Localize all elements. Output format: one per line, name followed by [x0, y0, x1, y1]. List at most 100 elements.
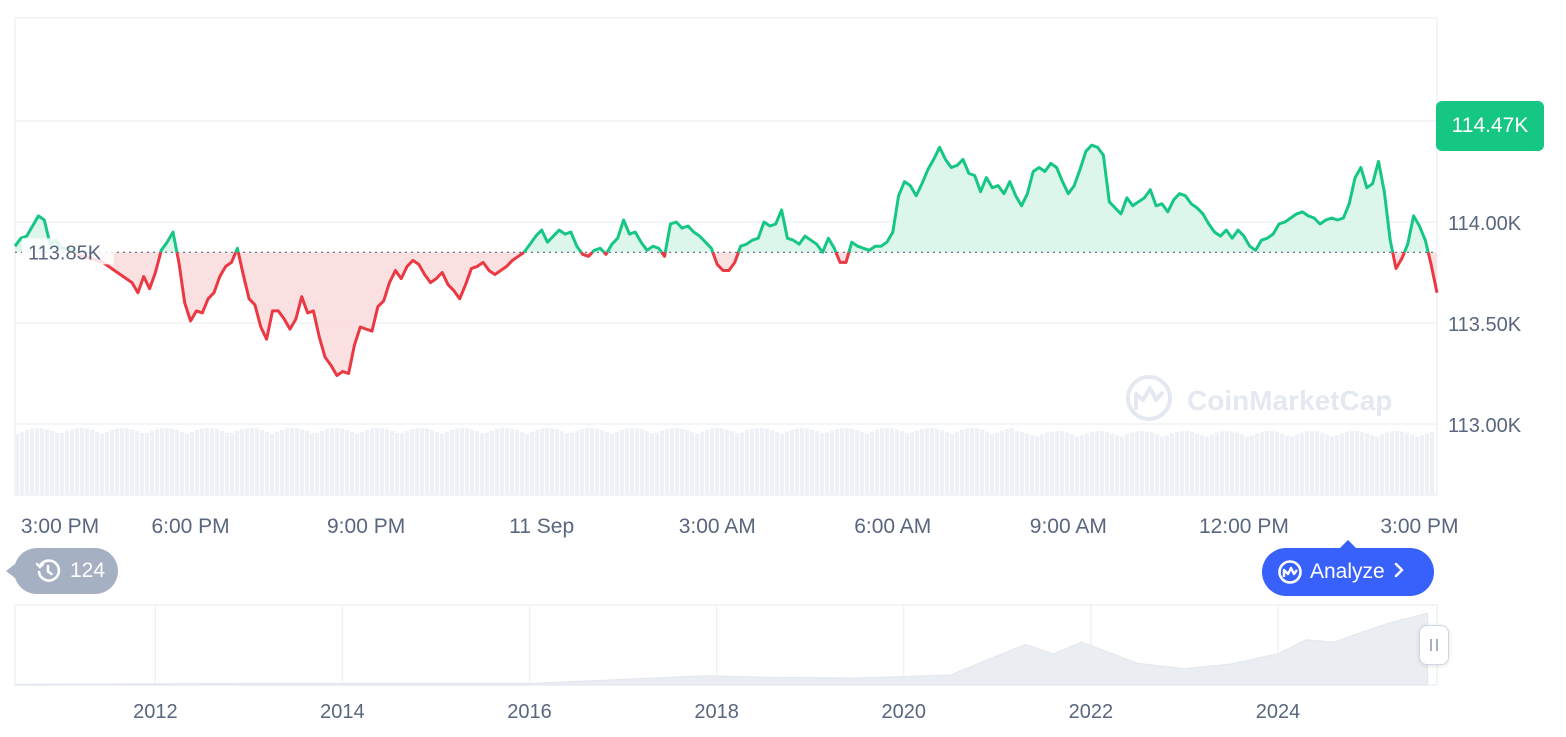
volume-bar: [250, 428, 255, 495]
volume-bar: [565, 433, 570, 495]
volume-bar: [1030, 435, 1035, 495]
volume-bar: [1350, 431, 1355, 495]
volume-bar: [1025, 433, 1030, 495]
volume-bar: [545, 428, 550, 495]
price-line: [13, 143, 1439, 377]
volume-bar: [470, 429, 475, 495]
volume-bar: [465, 428, 470, 495]
volume-bar: [1285, 435, 1290, 495]
volume-bar: [140, 432, 145, 495]
volume-bar: [385, 429, 390, 495]
volume-bar: [910, 432, 915, 495]
volume-bar: [365, 429, 370, 495]
volume-bar: [80, 428, 85, 495]
volume-bar: [110, 429, 115, 495]
volume-bar: [690, 432, 695, 495]
volume-bar: [1240, 434, 1245, 495]
volume-bar: [395, 433, 400, 495]
x-axis-labels: 3:00 PM 6:00 PM 9:00 PM 11 Sep 3:00 AM 6:00 A…: [21, 515, 1459, 538]
volume-bar: [550, 428, 555, 495]
volume-bar: [1250, 435, 1255, 495]
volume-bar: [1090, 431, 1095, 495]
volume-bar: [980, 429, 985, 495]
volume-bar: [715, 428, 720, 495]
area-fill-up: [607, 220, 662, 253]
volume-bar: [855, 430, 860, 495]
volume-bar: [675, 428, 680, 495]
volume-bar: [155, 429, 160, 495]
volume-bar: [1010, 428, 1015, 495]
volume-bar: [45, 429, 50, 495]
navigator-x-label: 2022: [1069, 701, 1114, 723]
volume-bar: [645, 431, 650, 495]
current-price-tag: 114.47K: [1436, 101, 1544, 151]
analyze-button[interactable]: Analyze: [1262, 540, 1434, 596]
price-line-down: [1426, 251, 1439, 294]
volume-bar: [930, 428, 935, 495]
volume-bar: [205, 428, 210, 495]
price-line-up: [591, 246, 606, 254]
volume-bar: [1225, 431, 1230, 495]
volume-bar: [515, 430, 520, 495]
volume-bar: [490, 430, 495, 495]
volume-bar: [685, 430, 690, 495]
area-fill-up: [524, 230, 582, 253]
volume-bar: [125, 428, 130, 495]
volume-bar: [1190, 431, 1195, 495]
volume-bar: [1260, 431, 1265, 495]
volume-bar: [1185, 431, 1190, 495]
volume-bar: [1265, 431, 1270, 495]
volume-bar: [535, 429, 540, 495]
price-line-down: [1391, 251, 1406, 270]
volume-bar: [615, 431, 620, 495]
volume-bar: [215, 429, 220, 495]
volume-bar: [935, 428, 940, 495]
volume-bar: [540, 428, 545, 495]
volume-bar: [655, 432, 660, 495]
volume-bar: [1160, 436, 1165, 495]
volume-bar: [305, 430, 310, 495]
volume-bar: [1340, 433, 1345, 495]
volume-bar: [665, 429, 670, 495]
price-line-down: [834, 251, 851, 264]
volume-bar: [1170, 433, 1175, 495]
volume-bar: [1410, 434, 1415, 495]
volume-bar: [430, 430, 435, 495]
volume-bar: [825, 432, 830, 495]
volume-bar: [1015, 431, 1020, 495]
navigator-handle[interactable]: [1419, 625, 1449, 665]
volume-bar: [785, 431, 790, 495]
history-badge[interactable]: 124: [6, 548, 118, 594]
volume-bar: [320, 430, 325, 495]
volume-bar: [710, 428, 715, 495]
volume-bar: [560, 431, 565, 495]
area-fill-up: [1404, 215, 1429, 253]
volume-bar: [1330, 436, 1335, 495]
volume-bar: [800, 428, 805, 495]
volume-bar: [35, 428, 40, 495]
volume-bar: [830, 430, 835, 495]
volume-bar: [1110, 433, 1115, 495]
volume-bar: [820, 433, 825, 495]
volume-bar: [940, 430, 945, 495]
volume-bar: [740, 432, 745, 495]
volume-bar: [30, 428, 35, 495]
volume-bar: [670, 428, 675, 495]
volume-bar: [1100, 431, 1105, 495]
volume-bars: [15, 428, 1435, 495]
range-navigator[interactable]: 2012 2014 2016 2018 2020 2022 2024: [14, 604, 1438, 723]
volume-bar: [290, 428, 295, 495]
volume-bar: [745, 430, 750, 495]
volume-bar: [995, 432, 1000, 495]
volume-bar: [1255, 433, 1260, 495]
volume-bar: [945, 432, 950, 495]
pause-icon: [1430, 639, 1432, 651]
volume-bar: [295, 428, 300, 495]
volume-bar: [70, 429, 75, 495]
volume-bar: [1120, 436, 1125, 495]
price-line-up: [234, 246, 240, 253]
volume-bar: [1125, 434, 1130, 495]
volume-bar: [700, 431, 705, 495]
price-line-down: [579, 251, 594, 258]
